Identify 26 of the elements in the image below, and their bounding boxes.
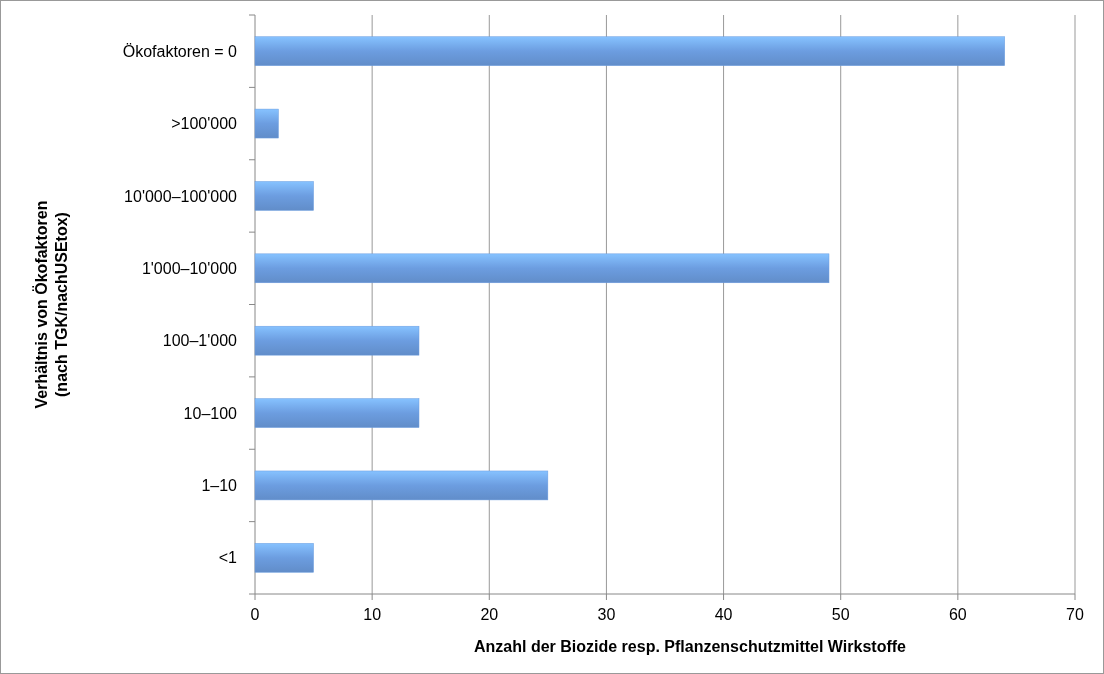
y-tick-label: 10'000–100'000 bbox=[124, 187, 238, 205]
y-tick-label: Ökofaktoren = 0 bbox=[122, 42, 238, 60]
y-tick-label: <1 bbox=[218, 549, 238, 567]
x-tick-label: 30 bbox=[597, 606, 616, 623]
x-tick-label: 20 bbox=[480, 606, 499, 623]
x-tick-label: 10 bbox=[363, 606, 382, 623]
y-tick-label: >100'000 bbox=[171, 115, 238, 133]
bar bbox=[254, 108, 279, 139]
bar bbox=[254, 543, 314, 573]
y-tick-label: 100–1'000 bbox=[162, 332, 238, 350]
y-tick-label: 1'000–10'000 bbox=[141, 259, 238, 277]
x-axis-title: Anzahl der Biozide resp. Pflanzenschutzmittel Wirkstoffe bbox=[474, 638, 907, 655]
x-tick-label: 60 bbox=[948, 606, 967, 623]
bar bbox=[254, 325, 420, 356]
bar bbox=[254, 253, 830, 284]
x-tick-label: 70 bbox=[1066, 606, 1084, 623]
bar bbox=[254, 470, 549, 501]
x-tick-label: 0 bbox=[250, 606, 260, 623]
x-tick-label: 40 bbox=[714, 606, 733, 623]
bar bbox=[254, 36, 1005, 66]
bar bbox=[254, 181, 314, 211]
y-axis-title: Verhältnis von Ökofaktoren (nach TGK/nachUSEtox) bbox=[32, 200, 70, 409]
y-tick-label: 1–10 bbox=[201, 477, 238, 495]
y-tick-label: 10–100 bbox=[183, 404, 238, 422]
x-tick-label: 50 bbox=[831, 606, 850, 623]
bar bbox=[254, 398, 420, 428]
